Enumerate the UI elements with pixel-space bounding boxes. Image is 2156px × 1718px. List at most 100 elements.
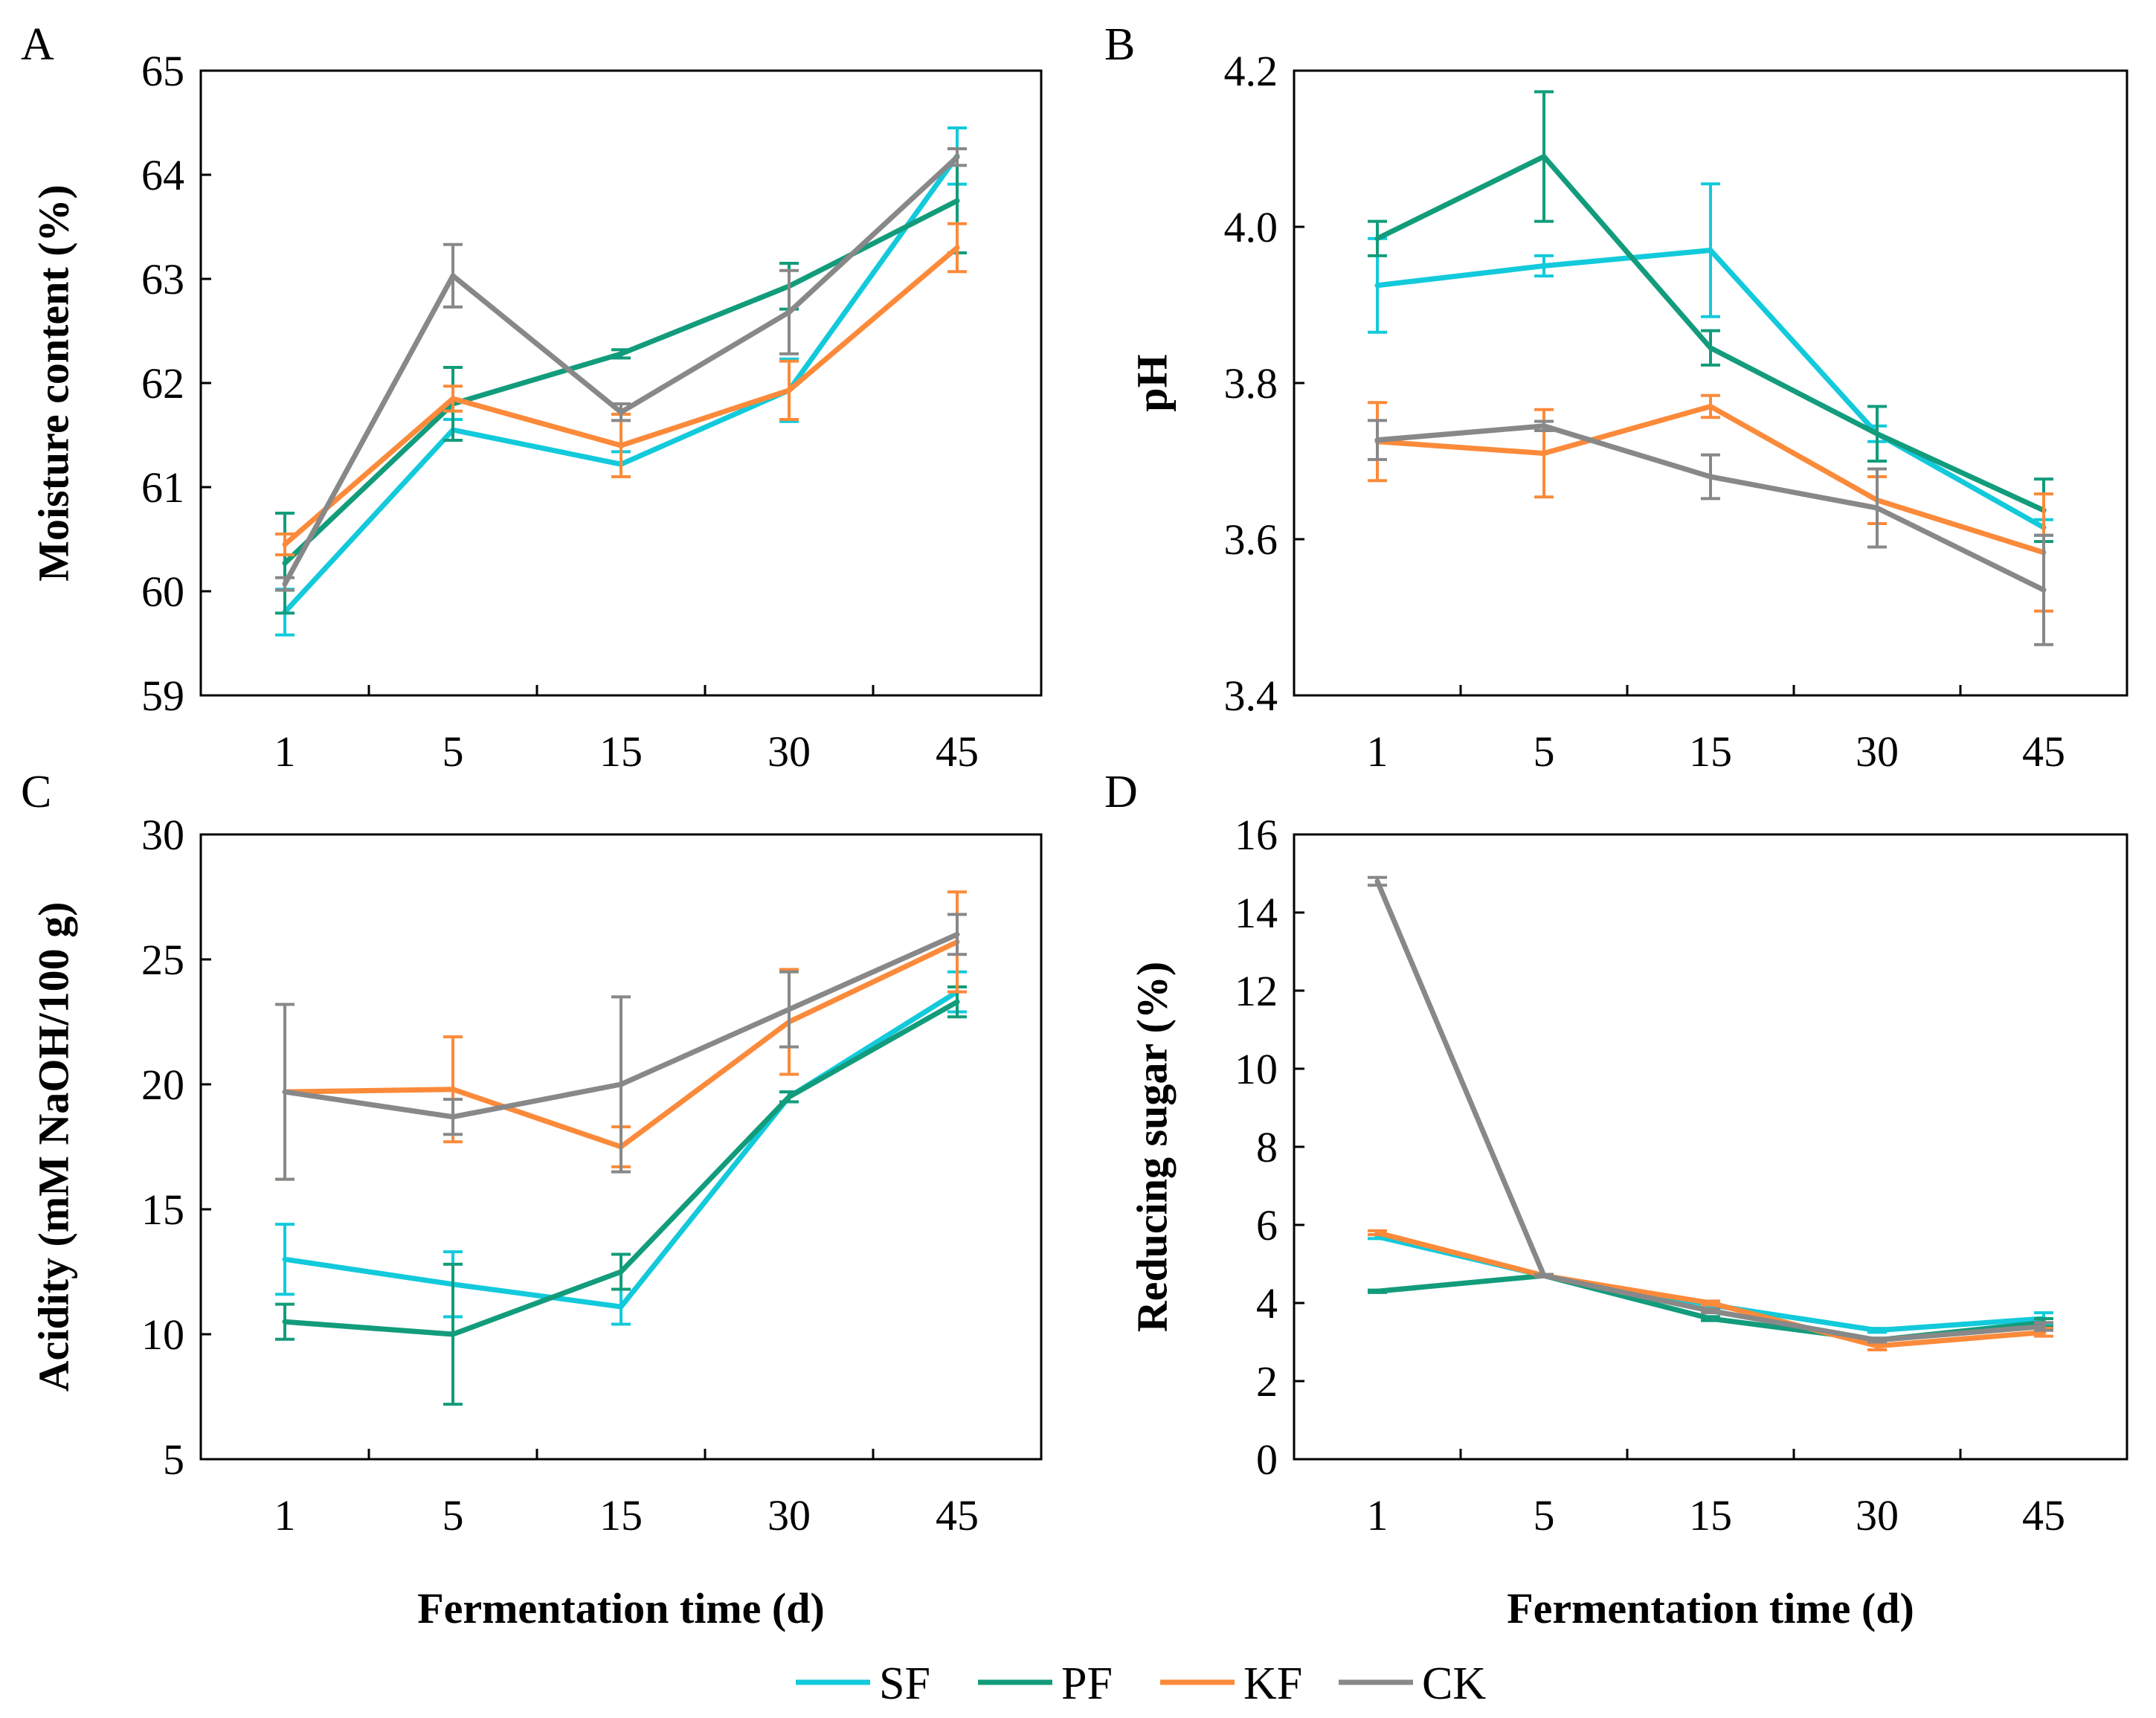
series-pf [275, 985, 967, 1406]
x-tick-label: 45 [2022, 1491, 2065, 1540]
y-tick-label: 15 [141, 1185, 184, 1234]
data-point [1374, 283, 1380, 289]
plot-frame [1293, 833, 2128, 1461]
y-tick-label: 62 [141, 359, 184, 408]
x-tick-label: 15 [1689, 1491, 1732, 1540]
y-tick-label: 14 [1235, 889, 1278, 937]
data-point [1708, 404, 1713, 409]
data-point [786, 387, 792, 393]
legend-label: PF [1061, 1659, 1113, 1709]
data-point [1874, 1328, 1880, 1333]
y-tick-label: 5 [163, 1435, 184, 1484]
y-tick-label: 16 [1235, 811, 1278, 859]
y-axis-title: Acidity (mM NaOH/100 g) [29, 902, 77, 1392]
y-tick-label: 8 [1256, 1123, 1278, 1171]
y-tick-label: 65 [141, 47, 184, 95]
series-line-sf [283, 154, 959, 614]
data-point [450, 1331, 456, 1337]
plot-frame [199, 69, 1043, 697]
data-point [954, 999, 960, 1005]
data-point [2041, 587, 2047, 593]
y-axis-title: pH [1127, 354, 1176, 411]
data-point [786, 1006, 792, 1012]
panel-letter: B [1104, 19, 1135, 70]
data-point [1374, 1230, 1380, 1235]
y-tick-label: 4.0 [1224, 203, 1278, 251]
series-ck [275, 147, 967, 592]
y-axis-title: Reducing sugar (%) [1127, 962, 1176, 1332]
y-tick-label: 3.6 [1224, 515, 1278, 564]
legend-item-kf: KF [1160, 1659, 1302, 1709]
data-point [1541, 154, 1547, 159]
legend-item-sf: SF [796, 1659, 930, 1709]
y-tick-label: 59 [141, 672, 184, 720]
x-tick-label: 15 [599, 727, 643, 776]
x-tick-label: 15 [1689, 727, 1732, 776]
y-tick-label: 64 [141, 151, 184, 199]
data-point [1374, 1288, 1380, 1294]
x-axis-title: Fermentation time (d) [1507, 1584, 1914, 1632]
data-point [2041, 1324, 2047, 1329]
series-pf [275, 147, 967, 615]
data-point [1874, 431, 1880, 437]
panel-letter: D [1104, 767, 1138, 817]
data-point [282, 541, 288, 547]
y-tick-label: 3.8 [1224, 359, 1278, 408]
y-axis-title: Moisture content (%) [29, 184, 77, 582]
data-point [786, 1094, 792, 1100]
data-point [1374, 878, 1380, 884]
y-tick-label: 20 [141, 1061, 184, 1109]
y-tick-label: 0 [1256, 1435, 1278, 1484]
series-line-kf [1377, 1230, 2044, 1349]
y-tick-label: 10 [1235, 1045, 1278, 1093]
y-tick-label: 12 [1235, 967, 1278, 1015]
data-point [618, 1269, 624, 1275]
y-tick-label: 61 [141, 463, 184, 512]
x-tick-label: 45 [936, 1491, 979, 1540]
data-point [1874, 1343, 1880, 1349]
legend-label: KF [1243, 1659, 1302, 1709]
x-tick-label: 5 [443, 1491, 464, 1540]
x-tick-label: 1 [1367, 727, 1388, 776]
data-point [1708, 345, 1713, 351]
legend-item-pf: PF [978, 1659, 1113, 1709]
x-tick-label: 1 [1367, 1491, 1388, 1540]
legend-label: SF [879, 1659, 930, 1709]
data-point [282, 1319, 288, 1325]
data-point [450, 273, 456, 279]
y-tick-label: 2 [1256, 1357, 1278, 1406]
x-tick-label: 30 [1856, 727, 1899, 776]
data-point [786, 309, 792, 315]
data-point [282, 581, 288, 587]
data-point [1708, 1316, 1713, 1322]
x-tick-label: 45 [2022, 727, 2065, 776]
x-tick-label: 30 [1856, 1491, 1899, 1540]
series-pf [1368, 90, 2053, 544]
series-ck [1368, 875, 2053, 1344]
data-point [282, 1089, 288, 1095]
data-point [618, 351, 624, 357]
x-tick-label: 30 [768, 727, 811, 776]
series-ck [1368, 419, 2053, 646]
series-line-ck [1374, 880, 2044, 1343]
plot-frame [199, 833, 1043, 1461]
x-tick-label: 5 [443, 727, 464, 776]
data-point [1541, 263, 1547, 268]
data-point [1708, 248, 1713, 253]
data-point [1874, 505, 1880, 511]
data-point [1374, 236, 1380, 242]
series-sf [275, 126, 967, 637]
x-tick-label: 1 [274, 727, 296, 776]
x-tick-label: 30 [768, 1491, 811, 1540]
data-point [1708, 1308, 1713, 1313]
y-tick-label: 6 [1256, 1201, 1278, 1249]
series-line-pf [283, 198, 959, 565]
data-point [1541, 1273, 1547, 1278]
data-point [282, 1256, 288, 1262]
panel-letter: C [21, 767, 51, 817]
data-point [954, 198, 960, 204]
legend-label: CK [1422, 1659, 1486, 1709]
